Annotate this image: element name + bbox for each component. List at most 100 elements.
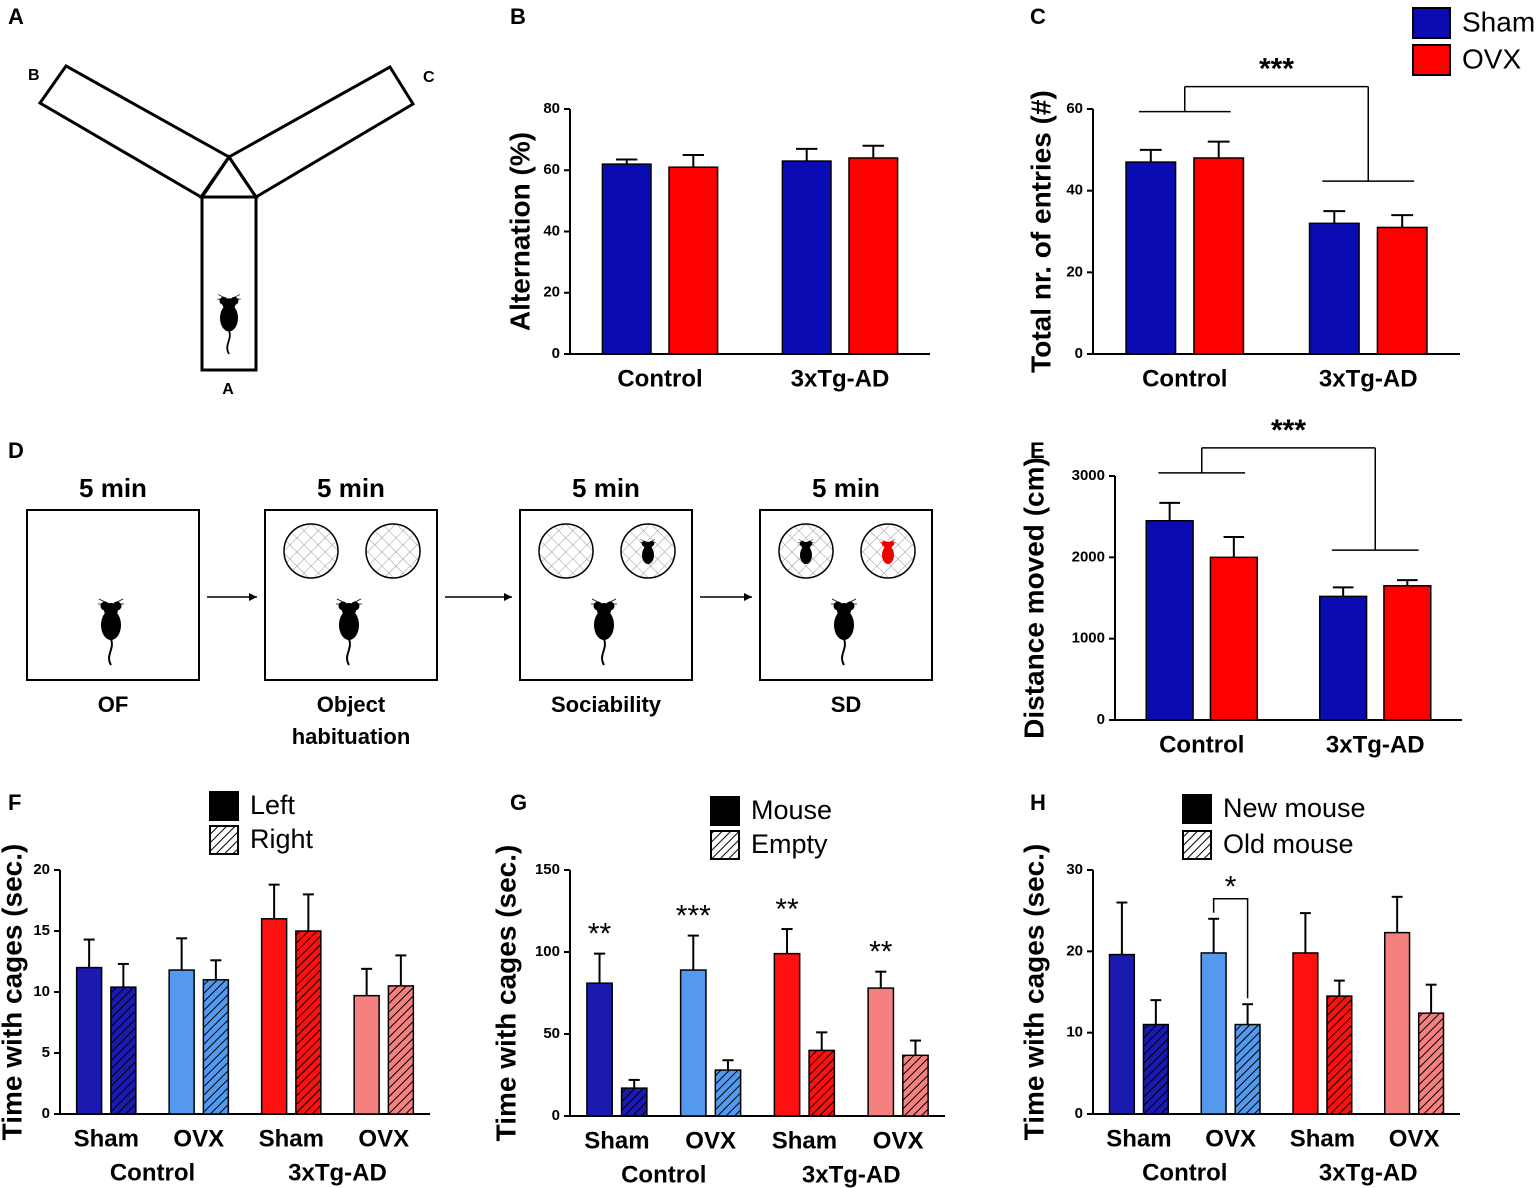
x-tick-label: OVX — [173, 1125, 224, 1152]
y-tick-label: 0 — [1075, 345, 1083, 362]
mouse-body — [800, 546, 812, 564]
y-tick-label: 10 — [1066, 1024, 1083, 1041]
mouse-icon — [880, 539, 896, 564]
panel-letter: C — [1030, 4, 1046, 29]
mouse-body — [834, 610, 854, 640]
bar — [848, 157, 899, 355]
group-label: 3xTg-AD — [802, 1161, 901, 1188]
bar — [1108, 953, 1136, 1115]
legend-swatch — [209, 791, 239, 821]
bar — [1384, 931, 1411, 1115]
mouse-ear — [219, 296, 228, 305]
step-duration: 5 min — [79, 473, 147, 503]
mouse-ear — [112, 601, 122, 611]
step-duration: 5 min — [317, 473, 385, 503]
bar — [75, 966, 103, 1115]
step-duration: 5 min — [812, 473, 880, 503]
legend-label: Sham — [1462, 6, 1535, 37]
x-tick-label: Sham — [772, 1127, 837, 1154]
x-tick-label: 3xTg-AD — [1319, 365, 1418, 392]
x-tick-label: Sham — [1290, 1125, 1355, 1152]
y-tick-label: 20 — [1066, 263, 1083, 280]
y-tick-label: 60 — [1066, 100, 1083, 117]
x-tick-label: OVX — [873, 1127, 924, 1154]
x-tick-label: Control — [1159, 731, 1244, 758]
x-tick-label: Sham — [74, 1125, 139, 1152]
step-label: OF — [98, 692, 129, 717]
legend-swatch — [209, 825, 239, 855]
mouse-whiskers — [831, 598, 857, 605]
mouse-tail — [841, 638, 846, 666]
y-axis-label: Total nr. of entries (#) — [1025, 90, 1056, 373]
x-tick-label: Sham — [259, 1125, 324, 1152]
bar — [168, 969, 195, 1115]
legend-swatch — [1182, 830, 1212, 860]
y-tick-label: 80 — [543, 100, 560, 117]
mouse-whiskers — [591, 598, 617, 605]
arrow-head — [504, 593, 512, 601]
y-tick-label: 150 — [535, 861, 560, 878]
y-axis-label: Time with cages (sec.) — [0, 844, 27, 1141]
significance: *** — [1259, 53, 1294, 86]
bar — [1200, 952, 1227, 1115]
mouse-body — [339, 610, 359, 640]
mouse-whiskers — [98, 598, 124, 605]
legend-swatch — [1182, 794, 1212, 824]
legend-label: Left — [250, 790, 296, 820]
y-tick-label: 10 — [33, 983, 50, 1000]
y-tick-label: 2000 — [1072, 548, 1105, 565]
step-label: Object — [317, 692, 386, 717]
bar — [668, 166, 719, 355]
x-tick-label: OVX — [685, 1127, 736, 1154]
panel-letter: D — [8, 438, 24, 463]
mouse-ear — [806, 540, 813, 547]
x-tick-label: OVX — [358, 1125, 409, 1152]
panel-letter: F — [8, 790, 21, 815]
arena — [26, 509, 200, 681]
mouse-body — [101, 610, 121, 640]
y-tick-label: 20 — [1066, 942, 1083, 959]
y-maze — [37, 64, 416, 372]
panel-letter: G — [510, 790, 527, 815]
mouse-whiskers — [336, 598, 362, 605]
y-tick-label: 3000 — [1072, 467, 1105, 484]
legend-swatch — [1412, 44, 1451, 76]
step-duration: 5 min — [572, 473, 640, 503]
mouse-whiskers — [640, 539, 656, 543]
arena — [759, 509, 933, 681]
y-tick-label: 0 — [552, 1107, 560, 1124]
group-label: Control — [621, 1161, 706, 1188]
y-tick-label: 0 — [1097, 711, 1105, 728]
mouse-body — [220, 304, 238, 332]
bar — [1326, 995, 1353, 1115]
bar — [586, 982, 613, 1117]
mouse-icon — [217, 294, 241, 355]
y-tick-label: 30 — [1066, 861, 1083, 878]
cage — [365, 523, 421, 579]
mouse-ear — [648, 540, 655, 547]
legend-swatch — [710, 796, 740, 826]
x-tick-label: Control — [1142, 365, 1227, 392]
arrow-head — [249, 593, 257, 601]
bar — [679, 969, 707, 1117]
bracket — [1212, 898, 1249, 999]
x-tick-label: Sham — [1106, 1125, 1171, 1152]
y-tick-label: 20 — [543, 284, 560, 301]
legend-label: Mouse — [751, 795, 832, 825]
bar — [1376, 226, 1428, 355]
bar — [1142, 1023, 1169, 1115]
bar — [110, 986, 137, 1115]
mouse-whiskers — [880, 539, 896, 543]
mouse-ear — [100, 601, 110, 611]
bar — [867, 987, 895, 1117]
arm-label: A — [222, 381, 234, 398]
legend-label: Old mouse — [1223, 829, 1354, 859]
significance: * — [1225, 871, 1237, 904]
bar — [1125, 161, 1177, 355]
bar — [1193, 157, 1245, 355]
mouse-icon — [640, 539, 656, 564]
mouse-icon — [831, 598, 857, 666]
arena — [519, 509, 693, 681]
bar — [1417, 1012, 1445, 1115]
x-tick-label: 3xTg-AD — [791, 365, 890, 392]
